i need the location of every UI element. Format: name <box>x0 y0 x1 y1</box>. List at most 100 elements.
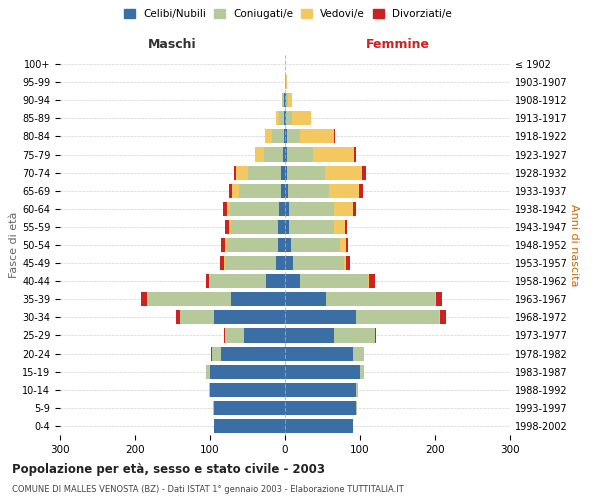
Bar <box>281 166 285 179</box>
Bar <box>285 256 293 270</box>
Bar <box>281 184 285 198</box>
Bar <box>287 148 313 162</box>
Y-axis label: Fasce di età: Fasce di età <box>9 212 19 278</box>
Bar <box>231 292 285 306</box>
Y-axis label: Anni di nascita: Anni di nascita <box>569 204 579 286</box>
Bar <box>278 220 285 234</box>
Bar <box>225 238 227 252</box>
Bar <box>285 274 300 288</box>
Bar <box>211 346 212 360</box>
Bar <box>234 166 236 179</box>
Bar <box>239 184 281 198</box>
Bar <box>369 274 375 288</box>
Bar <box>231 220 278 234</box>
Bar <box>176 310 180 324</box>
Bar <box>367 274 369 288</box>
Bar <box>230 202 279 216</box>
Bar <box>225 256 276 270</box>
Bar <box>221 346 285 360</box>
Bar <box>356 382 358 397</box>
Text: Maschi: Maschi <box>148 38 197 52</box>
Bar <box>345 220 347 234</box>
Bar <box>359 184 363 198</box>
Bar <box>209 274 210 288</box>
Bar <box>300 274 367 288</box>
Bar <box>375 328 376 342</box>
Bar <box>286 93 288 108</box>
Bar <box>265 130 271 143</box>
Bar <box>223 328 225 342</box>
Bar <box>147 292 231 306</box>
Bar <box>266 274 285 288</box>
Bar <box>285 382 356 397</box>
Bar <box>362 166 366 179</box>
Bar <box>286 75 287 89</box>
Bar <box>289 202 334 216</box>
Bar <box>284 112 285 126</box>
Bar <box>284 93 285 108</box>
Bar <box>227 238 277 252</box>
Bar <box>340 238 346 252</box>
Bar <box>244 328 285 342</box>
Bar <box>279 202 285 216</box>
Bar <box>285 202 289 216</box>
Bar <box>285 112 286 126</box>
Bar <box>141 292 147 306</box>
Bar <box>285 130 287 143</box>
Bar <box>285 238 291 252</box>
Bar <box>334 220 345 234</box>
Bar <box>285 166 287 179</box>
Bar <box>225 328 244 342</box>
Bar <box>282 93 284 108</box>
Bar <box>285 184 288 198</box>
Bar <box>210 274 266 288</box>
Bar <box>209 382 210 397</box>
Bar <box>334 202 353 216</box>
Bar <box>285 220 289 234</box>
Bar <box>287 166 325 179</box>
Bar <box>288 184 329 198</box>
Bar <box>285 310 356 324</box>
Bar <box>210 382 285 397</box>
Bar <box>271 130 284 143</box>
Bar <box>220 256 224 270</box>
Bar <box>346 238 348 252</box>
Bar <box>214 310 285 324</box>
Bar <box>214 419 285 433</box>
Bar <box>227 202 230 216</box>
Bar <box>225 220 229 234</box>
Bar <box>264 148 283 162</box>
Bar <box>325 166 362 179</box>
Bar <box>276 112 279 126</box>
Bar <box>353 346 364 360</box>
Bar <box>236 166 248 179</box>
Bar <box>289 220 334 234</box>
Bar <box>356 401 357 415</box>
Bar <box>292 112 311 126</box>
Bar <box>224 256 225 270</box>
Bar <box>439 310 445 324</box>
Bar <box>300 130 334 143</box>
Text: COMUNE DI MALLES VENOSTA (BZ) - Dati ISTAT 1° gennaio 2003 - Elaborazione TUTTIT: COMUNE DI MALLES VENOSTA (BZ) - Dati IST… <box>12 485 404 494</box>
Bar <box>285 401 356 415</box>
Bar <box>353 202 356 216</box>
Bar <box>223 202 227 216</box>
Bar <box>180 310 214 324</box>
Bar <box>285 364 360 378</box>
Bar <box>229 220 231 234</box>
Bar <box>285 93 286 108</box>
Bar <box>287 130 300 143</box>
Bar <box>291 238 340 252</box>
Bar <box>229 184 232 198</box>
Bar <box>285 148 287 162</box>
Bar <box>313 148 354 162</box>
Bar <box>232 184 239 198</box>
Bar <box>285 75 286 89</box>
Bar <box>285 419 353 433</box>
Legend: Celibi/Nubili, Coniugati/e, Vedovi/e, Divorziati/e: Celibi/Nubili, Coniugati/e, Vedovi/e, Di… <box>120 5 456 24</box>
Bar <box>288 93 292 108</box>
Bar <box>334 328 375 342</box>
Bar <box>283 148 285 162</box>
Bar <box>356 310 439 324</box>
Bar <box>277 238 285 252</box>
